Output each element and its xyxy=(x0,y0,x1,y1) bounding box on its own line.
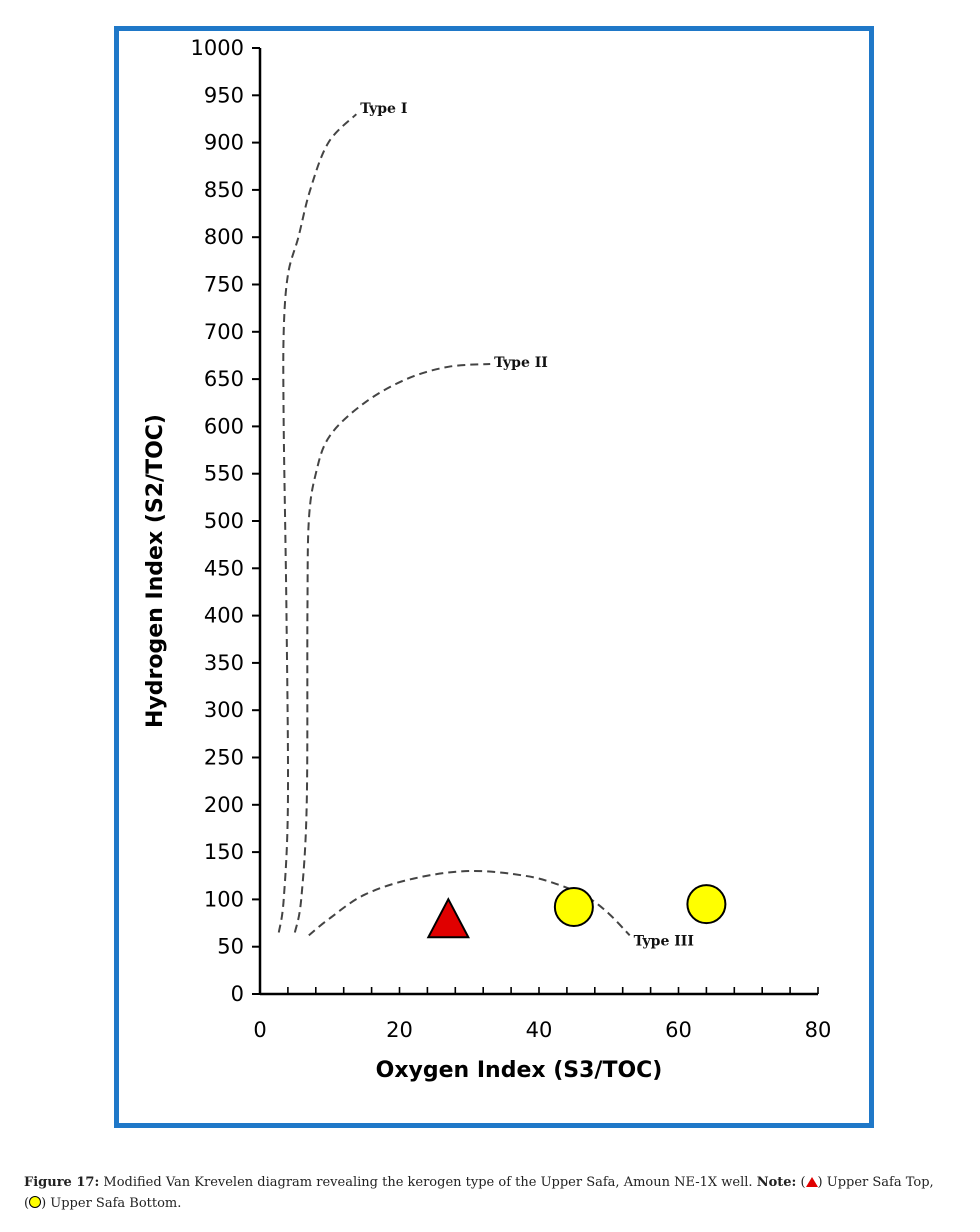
data-point-upper-safa-top xyxy=(426,897,470,939)
y-tick-label: 550 xyxy=(204,462,244,486)
kerogen-curve-2 xyxy=(293,363,491,933)
van-krevelen-chart: 0501001502002503003504004505005506006507… xyxy=(143,36,831,1083)
y-tick-label: 1000 xyxy=(191,36,244,60)
y-tick-label: 200 xyxy=(204,793,244,817)
data-point-upper-safa-bottom xyxy=(686,884,727,925)
data-point-upper-safa-bottom xyxy=(553,886,594,927)
figure-frame xyxy=(114,26,874,1128)
yellow-circle-icon xyxy=(29,1196,42,1208)
x-tick-label: 0 xyxy=(253,1018,266,1042)
red-triangle-icon xyxy=(805,1177,818,1187)
y-axis-title: Hydrogen Index (S2/TOC) xyxy=(143,414,168,728)
data-points xyxy=(426,884,727,939)
y-tick-label: 750 xyxy=(204,273,244,297)
reference-curves: Type I Type II Type III xyxy=(277,101,694,949)
y-tick-label: 950 xyxy=(204,83,244,107)
caption-text: Modified Van Krevelen diagram revealing … xyxy=(103,1175,753,1190)
kerogen-curve-label: Type III xyxy=(634,933,694,949)
y-tick-label: 600 xyxy=(204,414,244,438)
kerogen-curve-label: Type I xyxy=(360,101,407,117)
legend-top-prefix: ( xyxy=(800,1175,806,1190)
legend-bottom-prefix: ( xyxy=(24,1196,30,1211)
x-tick-label: 60 xyxy=(665,1018,692,1042)
y-tick-label: 150 xyxy=(204,840,244,864)
caption-note-label: Note: xyxy=(756,1175,797,1190)
x-tick-label: 80 xyxy=(805,1018,832,1042)
y-tick-label: 300 xyxy=(204,698,244,722)
y-tick-label: 800 xyxy=(204,225,244,249)
y-tick-label: 100 xyxy=(204,887,244,911)
x-tick-label: 40 xyxy=(526,1018,553,1042)
y-tick-label: 700 xyxy=(204,320,244,344)
y-tick-label: 450 xyxy=(204,556,244,580)
y-tick-label: 500 xyxy=(204,509,244,533)
caption-label: Figure 17: xyxy=(24,1175,100,1190)
legend-top-suffix: ) Upper Safa Top, xyxy=(817,1175,934,1190)
x-tick-label: 20 xyxy=(386,1018,413,1042)
y-tick-label: 650 xyxy=(204,367,244,391)
y-tick-label: 250 xyxy=(204,746,244,770)
y-tick-label: 400 xyxy=(204,604,244,628)
y-tick-label: 0 xyxy=(231,982,244,1006)
x-axis: 0 20 40 60 80 xyxy=(253,987,831,1042)
figure-caption: Figure 17: Modified Van Krevelen diagram… xyxy=(24,1172,974,1214)
y-axis: 0 50 100 150 200 250 300 350 400 450 500 550 600 650 7… xyxy=(191,36,262,1006)
legend-bottom-suffix: ) Upper Safa Bottom. xyxy=(41,1196,182,1211)
y-tick-label: 900 xyxy=(204,131,244,155)
y-tick-label: 350 xyxy=(204,651,244,675)
x-axis-title: Oxygen Index (S3/TOC) xyxy=(376,1058,663,1083)
kerogen-curve-label: Type II xyxy=(494,355,548,371)
kerogen-curve-3 xyxy=(308,869,631,937)
y-tick-label: 850 xyxy=(204,178,244,202)
y-tick-label: 50 xyxy=(217,935,244,959)
kerogen-curve-1 xyxy=(277,113,358,933)
